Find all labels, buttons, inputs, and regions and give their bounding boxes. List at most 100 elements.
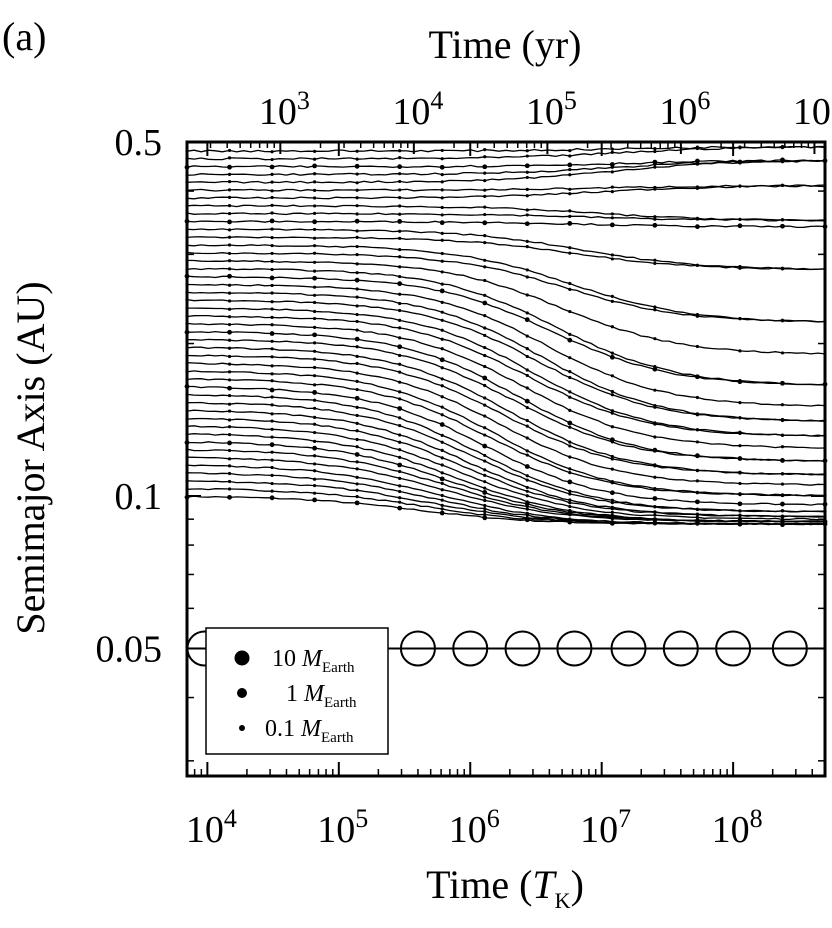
embryo-marker: [313, 196, 317, 200]
embryo-marker: [568, 455, 572, 459]
embryo-marker: [610, 409, 614, 413]
top-tick-label: 106: [659, 86, 710, 133]
embryo-marker: [270, 403, 274, 407]
embryo-marker: [227, 195, 232, 199]
embryo-marker: [440, 493, 444, 498]
embryo-marker: [653, 435, 657, 439]
embryo-marker: [525, 485, 529, 490]
embryo-marker: [653, 261, 657, 266]
embryo-marker: [695, 224, 700, 230]
embryo-marker: [525, 373, 529, 378]
embryo-track: [186, 346, 825, 476]
embryo-marker: [270, 473, 274, 478]
embryo-marker: [227, 235, 232, 239]
embryo-marker: [738, 317, 742, 321]
embryo-track: [186, 236, 826, 271]
embryo-marker: [398, 336, 402, 340]
embryo-marker: [227, 464, 232, 468]
embryo-marker: [227, 471, 232, 476]
embryo-marker: [483, 433, 487, 437]
embryo-marker: [738, 264, 742, 269]
embryo-marker: [695, 469, 700, 473]
embryo-marker: [227, 448, 232, 453]
embryo-marker: [738, 184, 742, 188]
embryo-marker: [482, 164, 488, 170]
embryo-marker: [525, 500, 529, 504]
embryo-marker: [525, 516, 529, 520]
embryo-track: [186, 184, 826, 200]
embryo-marker: [397, 406, 403, 411]
embryo-marker: [313, 180, 317, 184]
embryo-marker: [525, 245, 529, 249]
embryo-marker: [653, 388, 657, 392]
embryo-marker: [355, 304, 359, 308]
embryo-marker: [568, 173, 572, 177]
embryo-marker: [227, 362, 232, 366]
panel-label: (a): [2, 14, 46, 59]
embryo-marker: [525, 453, 529, 457]
embryo-track: [186, 244, 826, 323]
embryo-marker: [610, 374, 614, 378]
embryo-marker: [610, 351, 614, 355]
embryo-marker: [313, 227, 317, 232]
embryo-track: [186, 204, 826, 222]
bottom-axis-title: Time (TK): [426, 862, 584, 913]
embryo-marker: [227, 385, 232, 391]
legend-label-0.1: 0.1 MEarth: [265, 716, 354, 746]
embryo-marker: [440, 270, 444, 274]
embryo-marker: [227, 204, 232, 208]
embryo-track: [186, 393, 826, 513]
embryo-marker: [738, 516, 742, 520]
embryo-marker: [398, 236, 402, 240]
embryo-marker: [227, 180, 232, 184]
embryo-marker: [610, 147, 614, 151]
embryo-track: [186, 283, 826, 407]
embryo-marker: [780, 493, 785, 497]
embryo-marker: [398, 500, 402, 504]
embryo-marker: [525, 478, 529, 482]
embryo-track: [186, 378, 826, 497]
embryo-marker: [440, 488, 444, 492]
embryo-marker: [313, 300, 317, 305]
embryo-marker: [355, 354, 359, 358]
embryo-marker: [440, 318, 444, 322]
embryo-marker: [398, 476, 402, 480]
embryo-marker: [355, 312, 359, 317]
embryo-marker: [780, 515, 785, 519]
embryo-marker: [355, 271, 359, 275]
embryo-marker: [653, 165, 657, 169]
embryo-marker: [695, 440, 700, 444]
embryo-marker: [270, 458, 274, 462]
planet-marker: [399, 630, 436, 667]
embryo-marker: [313, 454, 317, 458]
embryo-marker: [269, 331, 275, 336]
embryo-marker: [227, 479, 232, 484]
embryo-marker: [738, 217, 742, 221]
embryo-marker: [398, 301, 402, 306]
embryo-marker: [227, 338, 232, 342]
embryo-marker: [312, 275, 317, 281]
planet-marker: [504, 630, 541, 667]
embryo-marker: [398, 248, 402, 252]
embryo-track: [187, 441, 826, 523]
embryo-marker: [567, 221, 573, 226]
embryo-marker: [483, 314, 487, 318]
embryo-marker: [610, 467, 614, 471]
embryo-marker: [525, 386, 529, 390]
embryo-marker: [313, 157, 317, 161]
embryo-marker: [568, 192, 572, 196]
embryo-marker: [653, 486, 657, 491]
embryo-marker: [398, 149, 402, 153]
embryo-marker: [483, 212, 487, 217]
embryo-marker: [653, 517, 657, 521]
embryo-marker: [270, 307, 274, 311]
embryo-marker: [738, 509, 742, 513]
embryo-marker: [695, 518, 700, 522]
embryo-marker: [610, 325, 614, 329]
embryo-marker: [525, 418, 529, 423]
embryo-marker: [653, 258, 657, 262]
embryo-marker: [440, 433, 444, 437]
embryo-marker: [610, 216, 614, 220]
embryo-marker: [483, 233, 487, 238]
